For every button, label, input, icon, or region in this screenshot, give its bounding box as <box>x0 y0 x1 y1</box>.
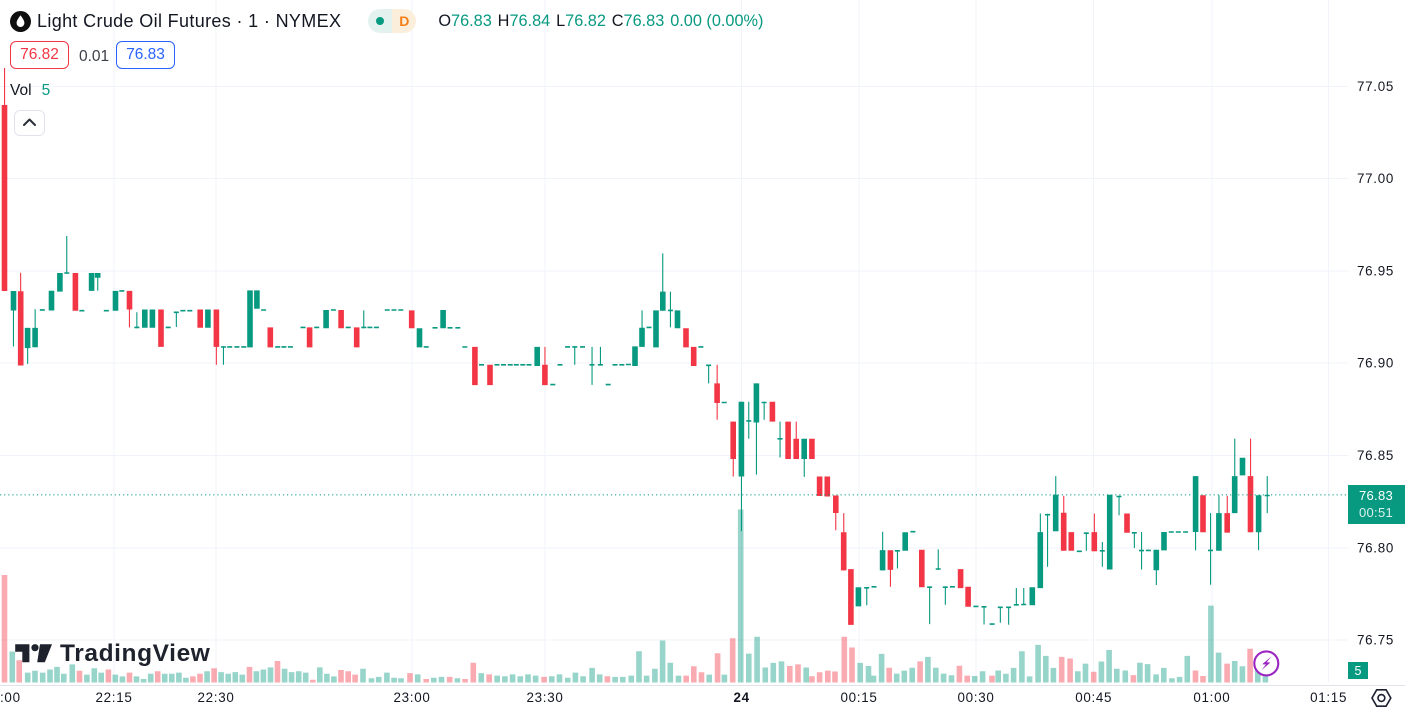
svg-text:00:45: 00:45 <box>1075 690 1112 705</box>
svg-text::00: :00 <box>0 690 21 705</box>
svg-text:24: 24 <box>733 690 749 705</box>
svg-text:22:15: 22:15 <box>95 690 132 705</box>
svg-text:76.83: 76.83 <box>1359 488 1393 503</box>
svg-text:00:15: 00:15 <box>840 690 877 705</box>
svg-text:23:00: 23:00 <box>393 690 430 705</box>
svg-text:77.00: 77.00 <box>1357 171 1394 186</box>
svg-text:TradingView: TradingView <box>60 640 211 667</box>
svg-text:77.05: 77.05 <box>1357 79 1394 94</box>
svg-text:76.80: 76.80 <box>1357 540 1394 555</box>
svg-text:76.90: 76.90 <box>1357 355 1394 370</box>
svg-text:22:30: 22:30 <box>197 690 234 705</box>
svg-text:00:51: 00:51 <box>1359 505 1393 520</box>
svg-text:00:30: 00:30 <box>957 690 994 705</box>
svg-text:01:15: 01:15 <box>1310 690 1347 705</box>
svg-text:23:30: 23:30 <box>526 690 563 705</box>
svg-text:76.95: 76.95 <box>1357 263 1394 278</box>
svg-text:76.75: 76.75 <box>1357 632 1394 647</box>
svg-text:5: 5 <box>1355 664 1362 678</box>
svg-text:01:00: 01:00 <box>1193 690 1230 705</box>
svg-text:76.85: 76.85 <box>1357 448 1394 463</box>
